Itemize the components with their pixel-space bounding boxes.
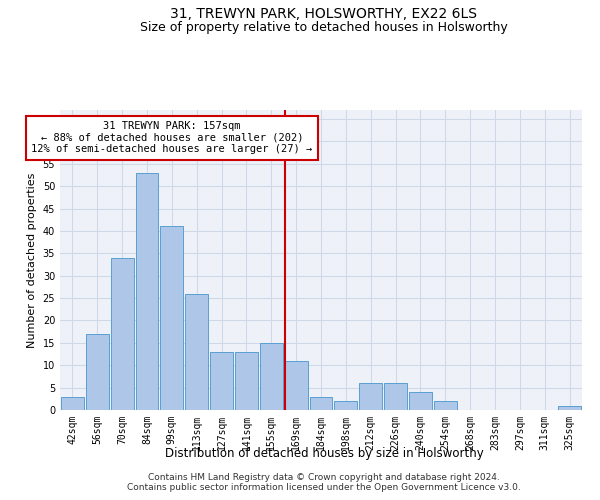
Bar: [334, 401, 357, 410]
Text: Distribution of detached houses by size in Holsworthy: Distribution of detached houses by size …: [164, 448, 484, 460]
Text: Size of property relative to detached houses in Holsworthy: Size of property relative to detached ho…: [140, 21, 508, 34]
Bar: [210, 352, 233, 410]
Bar: [384, 383, 407, 410]
Bar: [359, 383, 382, 410]
Bar: [434, 401, 457, 410]
Bar: [111, 258, 134, 410]
Bar: [558, 406, 581, 410]
Bar: [310, 396, 332, 410]
Bar: [185, 294, 208, 410]
Text: Contains public sector information licensed under the Open Government Licence v3: Contains public sector information licen…: [127, 484, 521, 492]
Text: Contains HM Land Registry data © Crown copyright and database right 2024.: Contains HM Land Registry data © Crown c…: [148, 472, 500, 482]
Bar: [235, 352, 258, 410]
Bar: [86, 334, 109, 410]
Text: 31, TREWYN PARK, HOLSWORTHY, EX22 6LS: 31, TREWYN PARK, HOLSWORTHY, EX22 6LS: [170, 8, 478, 22]
Bar: [285, 360, 308, 410]
Bar: [136, 172, 158, 410]
Bar: [61, 396, 84, 410]
Bar: [160, 226, 183, 410]
Bar: [260, 343, 283, 410]
Y-axis label: Number of detached properties: Number of detached properties: [27, 172, 37, 348]
Text: 31 TREWYN PARK: 157sqm
← 88% of detached houses are smaller (202)
12% of semi-de: 31 TREWYN PARK: 157sqm ← 88% of detached…: [31, 121, 313, 154]
Bar: [409, 392, 432, 410]
